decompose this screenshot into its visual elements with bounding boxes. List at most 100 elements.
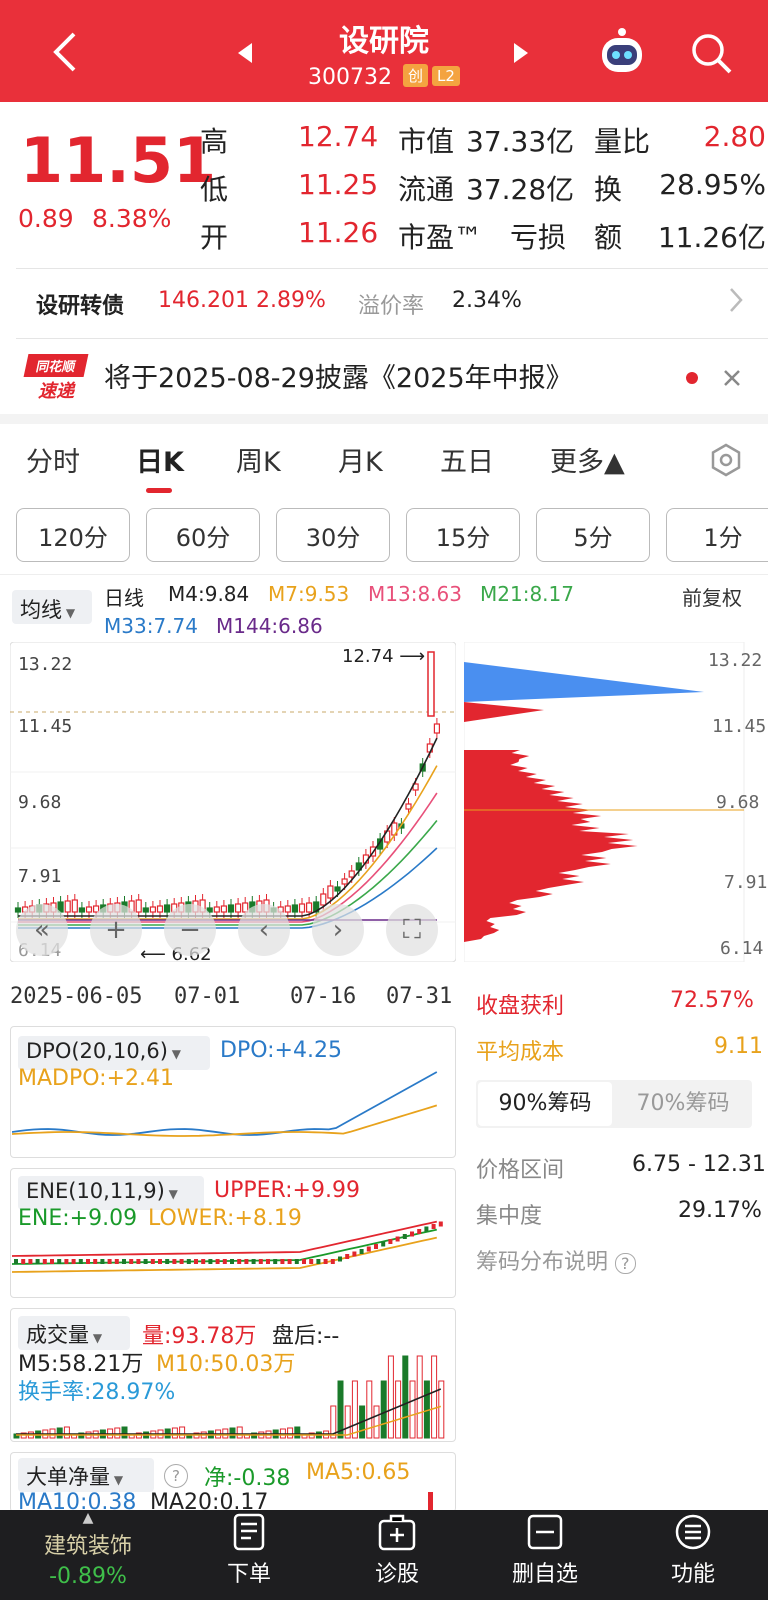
volume-selector[interactable]: 成交量 ▼	[18, 1316, 130, 1350]
ma4-value: M4:9.84	[168, 582, 250, 606]
chevron-right-icon	[730, 288, 743, 312]
next-stock-icon[interactable]	[512, 42, 530, 64]
ene-candle	[122, 1259, 126, 1264]
candle	[235, 903, 242, 913]
nav-diagnose[interactable]: 诊股	[322, 1512, 472, 1588]
candle	[355, 862, 362, 871]
search-icon[interactable]	[690, 32, 734, 76]
dpo-selector[interactable]: DPO(20,10,6) ▼	[18, 1036, 210, 1070]
ene-candle	[417, 1229, 422, 1234]
dpo-chart[interactable]	[12, 1062, 454, 1158]
ene-chart[interactable]	[12, 1204, 454, 1296]
chip-distribution-chart[interactable]	[464, 642, 764, 962]
vol-ratio-value: 2.80	[703, 120, 766, 153]
period-5min-button[interactable]: 5分	[536, 508, 650, 562]
active-tab-indicator	[146, 488, 172, 493]
volume-bar	[387, 1355, 394, 1439]
volume-bar	[56, 1427, 63, 1439]
notice-text[interactable]: 将于2025-08-29披露《2025年中报》	[104, 363, 573, 394]
ene-candle	[179, 1259, 184, 1264]
tab-more[interactable]: 更多▲	[550, 447, 625, 478]
chip-70-tab[interactable]: 70%筹码	[636, 1091, 730, 1116]
diagnose-kit-icon	[378, 1514, 416, 1551]
nav-remove-watchlist[interactable]: 删自选	[470, 1512, 620, 1588]
ene-name: ENE(10,11,9)	[26, 1179, 165, 1203]
help-icon[interactable]: ?	[164, 1464, 188, 1488]
candlestick-chart[interactable]	[10, 642, 456, 962]
tab-five-day[interactable]: 五日	[440, 447, 494, 478]
candle	[142, 907, 149, 913]
prev-stock-icon[interactable]	[236, 42, 254, 64]
period-1min-button[interactable]: 1分	[666, 508, 768, 562]
fullscreen-button[interactable]: ⛶	[386, 904, 438, 956]
convertible-bond-row[interactable]: 设研转债 146.201 2.89% 溢价率 2.34%	[0, 270, 768, 336]
volume-bar	[114, 1427, 121, 1439]
back-icon[interactable]	[48, 30, 82, 74]
ma13-value: M13:8.63	[368, 582, 462, 606]
chip-help-text: 筹码分布说明	[476, 1250, 609, 1275]
indicator-selector[interactable]: 均线 ▼	[12, 590, 92, 624]
chip-red-upper	[464, 702, 544, 722]
tab-monthly-k[interactable]: 月K	[338, 447, 383, 478]
low-value: 11.25	[298, 168, 379, 201]
zoom-out-button[interactable]: −	[164, 904, 216, 956]
volume-bar	[402, 1355, 409, 1439]
candle	[313, 901, 320, 913]
stock-code: 300732	[308, 65, 393, 90]
volume-value: 量:93.78万	[142, 1324, 257, 1349]
volume-bar	[337, 1380, 344, 1439]
xtick-3: 07-16	[290, 984, 357, 1009]
candle	[156, 905, 164, 913]
turnover-label: 换	[594, 173, 623, 206]
ene-candle	[381, 1241, 386, 1247]
vol-m10-line	[16, 1405, 442, 1436]
ene-band-line	[12, 1236, 437, 1273]
close-icon[interactable]	[722, 368, 742, 388]
scroll-left-button[interactable]: ‹	[238, 904, 290, 956]
tab-minute[interactable]: 分时	[26, 447, 80, 478]
ene-candle	[93, 1259, 98, 1264]
scroll-right-button[interactable]: ›	[312, 904, 364, 956]
volume-bar	[409, 1380, 416, 1439]
period-60min-button[interactable]: 60分	[146, 508, 260, 562]
period-15min-button[interactable]: 15分	[406, 508, 520, 562]
unread-dot	[686, 372, 698, 384]
volume-chart[interactable]	[12, 1342, 454, 1440]
tab-daily-k[interactable]: 日K	[136, 447, 184, 478]
candle	[298, 903, 306, 913]
pe-label: 市盈™	[398, 221, 483, 254]
chip-90-tab[interactable]: 90%筹码	[478, 1082, 612, 1126]
chip-range-tabs: 90%筹码 70%筹码	[476, 1080, 752, 1128]
price-range-value: 6.75 - 12.31	[632, 1152, 766, 1177]
level-tag: L2	[432, 66, 460, 86]
turnover-rate: 换手率:28.97%	[18, 1380, 176, 1405]
nav-order[interactable]: 下单	[174, 1512, 324, 1588]
indicator-selector-label: 均线	[20, 598, 62, 622]
ene-candle	[359, 1249, 364, 1254]
mktcap-label: 市值	[398, 125, 455, 158]
ene-candle	[35, 1259, 40, 1264]
ene-candle	[107, 1259, 112, 1264]
period-120min-button[interactable]: 120分	[16, 508, 130, 562]
tab-weekly-k[interactable]: 周K	[236, 447, 281, 478]
chip-help-link[interactable]: 筹码分布说明 ?	[476, 1244, 636, 1276]
madpo-value: MADPO:+2.41	[18, 1066, 174, 1091]
nav-remove-label: 删自选	[511, 1562, 578, 1587]
float-label: 流通	[398, 173, 455, 206]
avg-cost-label: 平均成本	[476, 1040, 565, 1065]
robot-assistant-icon[interactable]	[596, 26, 648, 76]
ene-selector[interactable]: ENE(10,11,9) ▼	[18, 1176, 204, 1210]
adjust-mode[interactable]: 前复权	[682, 586, 742, 610]
price-change-pct: 8.38%	[92, 204, 172, 233]
ene-candle	[201, 1259, 206, 1264]
scroll-left-fast-button[interactable]: «	[16, 904, 68, 956]
period-30min-button[interactable]: 30分	[276, 508, 390, 562]
sector-indicator[interactable]: ▲ 建筑装饰 -0.89%	[0, 1510, 176, 1600]
kline-ytick-2: 11.45	[18, 716, 73, 737]
settings-hexagon-icon[interactable]	[708, 442, 744, 478]
ene-mid: ENE:+9.09	[18, 1206, 138, 1231]
ene-candle	[294, 1259, 299, 1264]
nav-functions[interactable]: 功能	[618, 1512, 768, 1588]
big-order-selector[interactable]: 大单净量 ▼	[18, 1458, 154, 1492]
zoom-in-button[interactable]: +	[90, 904, 142, 956]
